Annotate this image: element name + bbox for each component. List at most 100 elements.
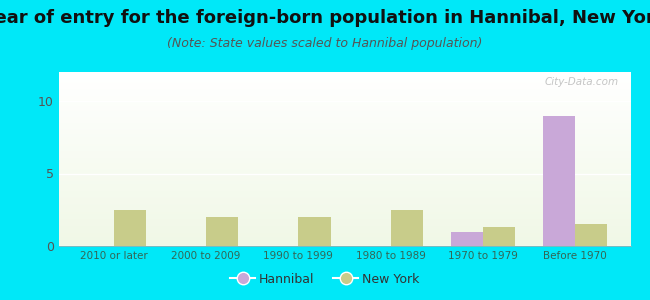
Bar [298,217,331,246]
Bar [206,217,239,246]
Bar [58,220,650,222]
Bar [58,211,650,213]
Bar [58,147,650,148]
Bar [58,124,650,126]
Bar [58,171,650,173]
Bar [58,112,650,114]
Bar [58,169,650,171]
Bar [58,82,650,84]
Bar [58,159,650,161]
Bar [58,204,650,206]
Bar [58,244,650,246]
Bar [58,182,650,183]
Bar [450,232,483,246]
Bar [58,142,650,143]
Bar [58,102,650,103]
Bar [58,206,650,208]
Bar [58,229,650,230]
Bar [391,210,423,246]
Bar [58,178,650,180]
Bar [543,116,575,246]
Bar [58,241,650,242]
Bar [58,88,650,89]
Bar [58,176,650,178]
Bar [58,107,650,109]
Bar [58,185,650,187]
Bar [58,100,650,102]
Bar [483,227,515,246]
Bar [58,121,650,122]
Bar [58,131,650,133]
Bar [58,72,650,74]
Bar [58,201,650,203]
Bar [58,114,650,116]
Bar [58,168,650,169]
Bar [58,180,650,182]
Text: (Note: State values scaled to Hannibal population): (Note: State values scaled to Hannibal p… [167,38,483,50]
Bar [58,242,650,244]
Bar [58,199,650,201]
Bar [58,103,650,105]
Bar [58,145,650,147]
Bar [58,230,650,232]
Bar [58,116,650,117]
Bar [58,234,650,236]
Bar [58,237,650,239]
Text: City-Data.com: City-Data.com [545,77,619,87]
Bar [58,119,650,121]
Bar [58,163,650,164]
Bar [58,110,650,112]
Bar [58,117,650,119]
Bar [58,209,650,211]
Bar [58,189,650,190]
Bar [58,136,650,138]
Bar [58,213,650,215]
Bar [58,150,650,152]
Bar [58,154,650,155]
Bar [58,232,650,234]
Bar [58,109,650,110]
Bar [58,202,650,204]
Bar [58,215,650,216]
Bar [58,138,650,140]
Bar [58,98,650,100]
Bar [58,183,650,185]
Bar [58,190,650,192]
Bar [58,74,650,76]
Bar [58,157,650,159]
Bar [58,152,650,154]
Bar [58,91,650,93]
Bar [58,140,650,142]
Bar [58,196,650,197]
Bar [58,155,650,157]
Bar [58,192,650,194]
Bar [58,93,650,94]
Bar [58,128,650,129]
Bar [58,94,650,96]
Bar [58,86,650,88]
Bar [58,218,650,220]
Bar [58,148,650,150]
Bar [575,224,608,246]
Bar [58,173,650,175]
Bar [58,89,650,91]
Bar [58,135,650,137]
Bar [58,216,650,218]
Bar [58,175,650,176]
Bar [58,222,650,224]
Bar [58,122,650,124]
Bar [58,194,650,196]
Bar [58,225,650,227]
Bar [58,79,650,81]
Bar [58,133,650,135]
Bar [114,210,146,246]
Bar [58,81,650,82]
Bar [58,239,650,241]
Bar [58,208,650,209]
Bar [58,187,650,189]
Bar [58,143,650,145]
Bar [58,224,650,225]
Bar [58,164,650,166]
Bar [58,227,650,229]
Bar [58,161,650,163]
